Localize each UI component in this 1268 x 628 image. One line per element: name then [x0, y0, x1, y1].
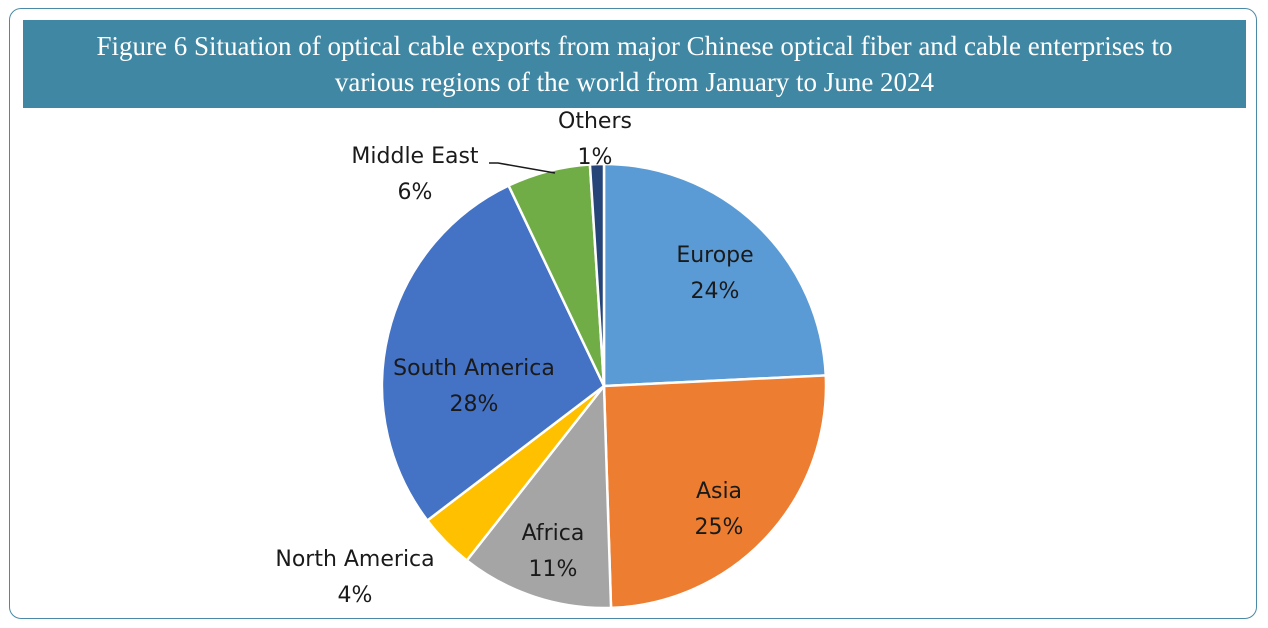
slice-value-africa: 11%: [529, 557, 578, 582]
slice-label-others: Others: [558, 109, 632, 134]
slice-value-middle-east: 6%: [398, 180, 433, 205]
slice-others: [588, 162, 606, 387]
slice-label-africa: Africa: [522, 521, 585, 546]
slice-asia: [602, 374, 828, 610]
pie-labels: Europe 24% Asia 25% Africa 11% North America 4%…: [275, 109, 753, 608]
slice-value-south-america: 28%: [450, 392, 499, 417]
slice-label-north-america: North America: [275, 547, 434, 572]
slice-label-middle-east: Middle East: [351, 144, 479, 169]
leader-line-middle-east: [489, 162, 556, 174]
slice-south-america: [380, 183, 606, 523]
slice-europe: [602, 162, 828, 388]
slice-label-south-america: South America: [393, 356, 555, 381]
slice-value-europe: 24%: [691, 279, 740, 304]
slice-label-europe: Europe: [676, 243, 753, 268]
slice-label-asia: Asia: [696, 479, 742, 504]
slice-africa: [465, 382, 613, 610]
leader-lines: [489, 162, 556, 174]
slice-value-others: 1%: [578, 145, 613, 170]
slice-value-asia: 25%: [695, 515, 744, 540]
title-bar: Figure 6 Situation of optical cable expo…: [23, 20, 1246, 108]
pie-slices: [380, 162, 828, 610]
slice-value-north-america: 4%: [338, 583, 373, 608]
chart-title: Figure 6 Situation of optical cable expo…: [96, 31, 1173, 97]
